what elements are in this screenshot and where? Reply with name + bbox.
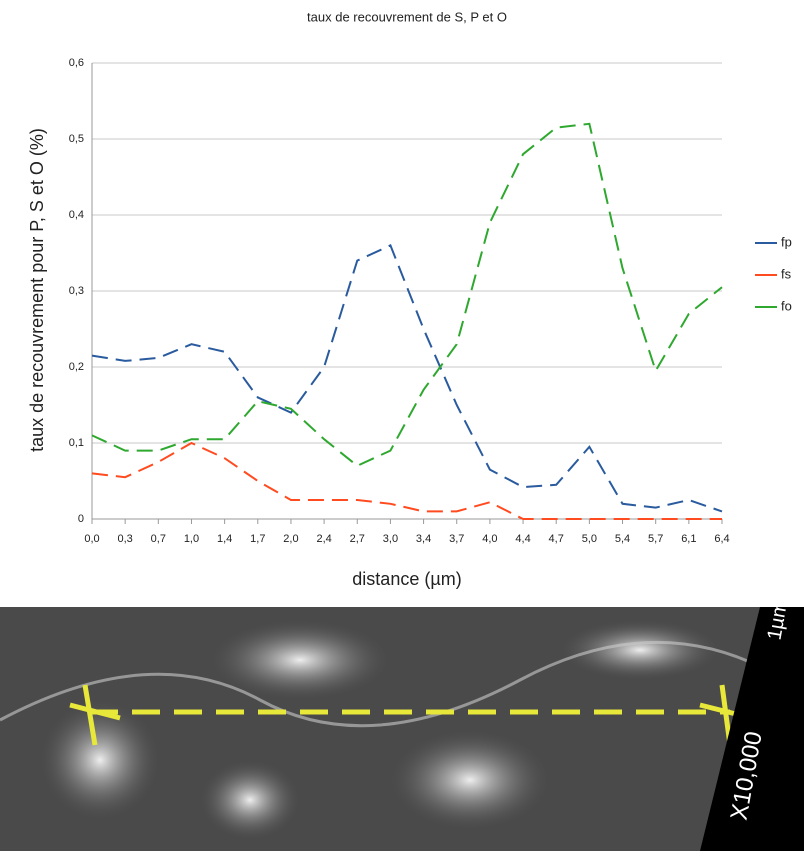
y-tick-label: 0 xyxy=(78,513,84,525)
chart-title: taux de recouvrement de S, P et O xyxy=(307,9,507,24)
x-tick-label: 5,0 xyxy=(582,533,597,545)
x-tick-label: 4,0 xyxy=(482,533,497,545)
x-tick-label: 2,0 xyxy=(283,533,298,545)
y-tick-label: 0,2 xyxy=(69,361,84,373)
legend-label: fp xyxy=(781,234,792,249)
y-tick-label: 0,4 xyxy=(69,209,84,221)
x-tick-label: 2,4 xyxy=(316,533,331,545)
x-tick-label: 5,7 xyxy=(648,533,663,545)
x-axis-label: distance (µm) xyxy=(352,569,461,589)
x-tick-label: 6,4 xyxy=(714,533,729,545)
x-tick-label: 1,0 xyxy=(184,533,199,545)
x-tick-label: 0,3 xyxy=(118,533,133,545)
x-tick-label: 3,0 xyxy=(383,533,398,545)
x-tick-label: 1,7 xyxy=(250,533,265,545)
legend-label: fo xyxy=(781,298,792,313)
x-tick-label: 5,4 xyxy=(615,533,630,545)
y-tick-label: 0,6 xyxy=(69,57,84,69)
series-line xyxy=(91,122,723,467)
y-tick-label: 0,1 xyxy=(69,437,84,449)
y-tick-label: 0,3 xyxy=(69,285,84,297)
series-line xyxy=(91,244,723,513)
micrograph: 1µm X10,000 xyxy=(0,599,804,851)
legend-label: fs xyxy=(781,266,792,281)
x-tick-label: 0,0 xyxy=(84,533,99,545)
y-axis-label: taux de recouvrement pour P, S et O (%) xyxy=(27,128,47,452)
x-tick-label: 3,7 xyxy=(449,533,464,545)
x-tick-label: 2,7 xyxy=(350,533,365,545)
y-tick-label: 0,5 xyxy=(69,133,84,145)
x-tick-label: 3,4 xyxy=(416,533,431,545)
x-tick-label: 1,4 xyxy=(217,533,232,545)
x-tick-label: 6,1 xyxy=(681,533,696,545)
x-tick-label: 4,4 xyxy=(515,533,530,545)
x-tick-label: 0,7 xyxy=(151,533,166,545)
x-tick-label: 4,7 xyxy=(549,533,564,545)
series-line xyxy=(91,441,722,520)
